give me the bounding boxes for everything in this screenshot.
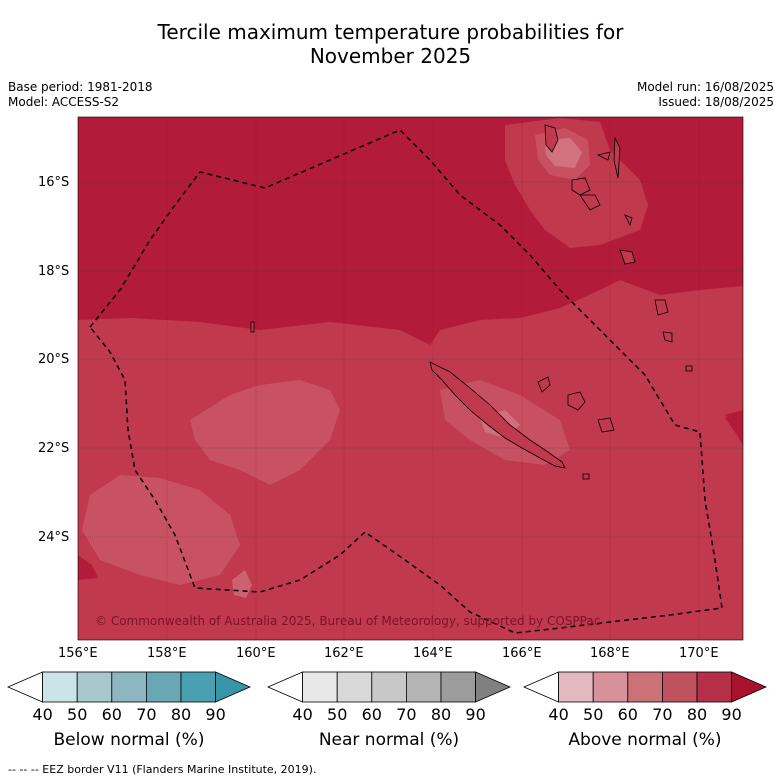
vanuatu-2 xyxy=(571,177,591,196)
colorbar-extend-high xyxy=(731,671,768,703)
colorbar-2 xyxy=(266,671,512,703)
colorbar-extend-high xyxy=(475,671,512,703)
vanuatu-1 xyxy=(544,124,559,153)
colorbar-title: Below normal (%) xyxy=(53,730,205,750)
colorbar-3 xyxy=(522,671,768,703)
lon-label-166e: 166°E xyxy=(502,646,542,661)
colorbar-segment xyxy=(371,671,407,703)
title-line-2: November 2025 xyxy=(309,44,472,68)
lat-label-24s: 24°S xyxy=(38,530,70,545)
lon-label-164e: 164°E xyxy=(413,646,453,661)
colorbar-segment xyxy=(558,671,594,703)
model-run: Model run: 16/08/2025 xyxy=(636,80,774,94)
grid-lines xyxy=(78,117,743,640)
region-above-60-70-b xyxy=(82,475,240,585)
colorbar-tick-label: 40 xyxy=(548,705,569,724)
map-panel xyxy=(77,116,744,641)
colorbar-segment xyxy=(180,671,216,703)
colorbar-extend-low xyxy=(266,671,304,703)
colorbar-tick-label: 70 xyxy=(652,705,673,724)
colorbar-tick-label: 50 xyxy=(583,705,604,724)
colorbar-tick-label: 60 xyxy=(101,705,122,724)
colorbar-segment xyxy=(145,671,182,703)
issued-date: Issued: 18/08/2025 xyxy=(658,95,774,109)
colorbar-extend-high xyxy=(215,671,252,703)
base-period: Base period: 1981-2018 xyxy=(8,80,153,94)
colorbar-tick-label: 90 xyxy=(205,705,226,724)
meta-right: Model run: 16/08/2025 Issued: 18/08/2025 xyxy=(637,80,774,110)
vanuatu-5 xyxy=(613,136,621,179)
colorbar-tick-label: 40 xyxy=(32,705,53,724)
colorbars xyxy=(6,671,768,703)
model-name: Model: ACCESS-S2 xyxy=(8,95,120,109)
land-outlines xyxy=(250,124,693,480)
copyright-notice: © Commonwealth of Australia 2025, Bureau… xyxy=(95,614,601,628)
colorbar-segment xyxy=(592,671,629,703)
lat-label-18s: 18°S xyxy=(38,264,70,279)
colorbar-segment xyxy=(405,671,442,703)
colorbar-segment xyxy=(336,671,373,703)
colorbar-1 xyxy=(6,671,252,703)
colorbar-tick-label: 60 xyxy=(617,705,638,724)
island-east-2 xyxy=(662,331,673,343)
region-above-80-90-east xyxy=(725,410,743,445)
vanuatu-4 xyxy=(596,151,611,161)
colorbar-tick-label: 80 xyxy=(686,705,708,724)
region-above-60-70-a xyxy=(190,380,340,485)
lon-label-160e: 160°E xyxy=(236,646,276,661)
island-small xyxy=(582,473,590,480)
island-east-1 xyxy=(654,299,669,316)
colorbar-tick-label: 80 xyxy=(430,705,452,724)
lon-label-162e: 162°E xyxy=(324,646,364,661)
vanuatu-3 xyxy=(579,194,601,211)
vanuatu-7 xyxy=(624,214,633,227)
island-west xyxy=(250,321,255,333)
island-east-3 xyxy=(685,365,693,372)
colorbar-tick-label: 50 xyxy=(327,705,348,724)
lat-label-16s: 16°S xyxy=(38,175,70,190)
loyalty-island-2 xyxy=(567,391,586,411)
colorbar-extend-low xyxy=(6,671,43,703)
map-frame xyxy=(77,116,744,641)
colorbar-tick-label: 70 xyxy=(396,705,417,724)
meta-left: Base period: 1981-2018 Model: ACCESS-S2 xyxy=(8,80,153,110)
lat-label-22s: 22°S xyxy=(38,441,70,456)
colorbar-title: Above normal (%) xyxy=(568,730,722,750)
chart-title: Tercile maximum temperature probabilitie… xyxy=(0,20,781,68)
colorbar-segment xyxy=(111,671,147,703)
region-above-80-90-southwest xyxy=(78,555,98,580)
colorbar-tick-label: 90 xyxy=(465,705,486,724)
lon-label-168e: 168°E xyxy=(590,646,630,661)
colorbar-segment xyxy=(302,671,338,703)
loyalty-island-1 xyxy=(537,376,551,393)
colorbar-tick-label: 70 xyxy=(136,705,157,724)
colorbar-segment xyxy=(627,671,663,703)
colorbar-segment xyxy=(662,671,698,703)
eez-border xyxy=(89,129,723,634)
colorbar-tick-label: 80 xyxy=(170,705,192,724)
colorbar-title: Near normal (%) xyxy=(318,730,460,750)
lat-label-20s: 20°S xyxy=(38,352,70,367)
colorbar-tick-label: 90 xyxy=(721,705,742,724)
colorbar-tick-label: 40 xyxy=(292,705,313,724)
colorbar-tick-label: 60 xyxy=(361,705,382,724)
lon-label-156e: 156°E xyxy=(58,646,98,661)
colorbar-segment xyxy=(696,671,732,703)
colorbar-segment xyxy=(42,671,78,703)
loyalty-island-3 xyxy=(597,417,615,433)
lon-label-158e: 158°E xyxy=(147,646,187,661)
title-line-1: Tercile maximum temperature probabilitie… xyxy=(157,20,624,44)
new-caledonia xyxy=(429,361,566,469)
colorbar-extend-low xyxy=(522,671,559,703)
colorbar-tick-label: 50 xyxy=(67,705,88,724)
footer-note: -- -- -- EEZ border V11 (Flanders Marine… xyxy=(8,763,317,776)
region-above-70-80 xyxy=(78,280,743,640)
colorbar-segment xyxy=(76,671,113,703)
vanuatu-6 xyxy=(619,249,636,265)
colorbar-segment xyxy=(440,671,476,703)
lon-label-170e: 170°E xyxy=(679,646,719,661)
